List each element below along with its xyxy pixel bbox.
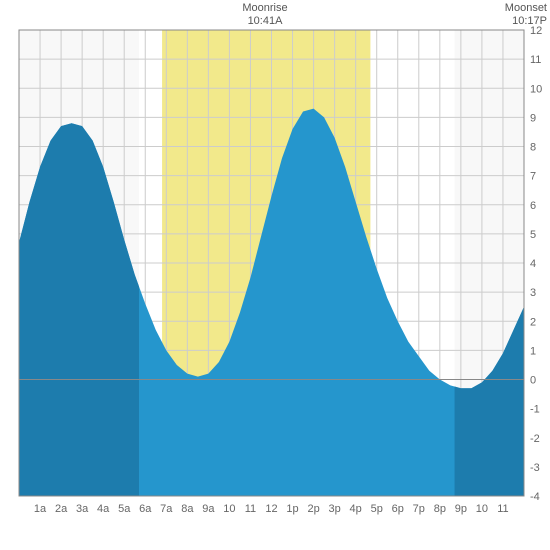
- y-tick-label: 5: [530, 229, 536, 241]
- y-tick-label: 0: [530, 375, 536, 387]
- x-tick-label: 7p: [413, 503, 425, 515]
- y-tick-label: 6: [530, 200, 536, 212]
- y-tick-label: 8: [530, 142, 536, 154]
- y-tick-label: -2: [530, 433, 540, 445]
- moonset-time: 10:17P: [487, 15, 547, 27]
- y-tick-label: -1: [530, 404, 540, 416]
- x-tick-label: 12: [265, 503, 277, 515]
- x-tick-label: 7a: [160, 503, 173, 515]
- x-tick-label: 2p: [307, 503, 319, 515]
- chart-svg: -4-3-2-101234567891011121a2a3a4a5a6a7a8a…: [0, 0, 550, 550]
- x-tick-label: 6p: [392, 503, 404, 515]
- x-tick-label: 5a: [118, 503, 131, 515]
- x-tick-label: 3p: [329, 503, 341, 515]
- x-tick-label: 1p: [286, 503, 298, 515]
- x-tick-label: 4a: [97, 503, 110, 515]
- y-tick-label: -3: [530, 462, 540, 474]
- x-tick-label: 5p: [371, 503, 383, 515]
- y-tick-label: 11: [530, 54, 541, 66]
- y-tick-label: 1: [530, 345, 536, 357]
- y-tick-label: 9: [530, 112, 536, 124]
- moonset-label: Moonset: [487, 2, 547, 14]
- x-tick-label: 9a: [202, 503, 215, 515]
- y-tick-label: -4: [530, 491, 540, 503]
- x-tick-label: 4p: [350, 503, 362, 515]
- y-tick-label: 2: [530, 316, 536, 328]
- x-tick-label: 9p: [455, 503, 467, 515]
- x-tick-label: 8p: [434, 503, 446, 515]
- x-tick-label: 8a: [181, 503, 194, 515]
- y-tick-label: 10: [530, 83, 542, 95]
- x-tick-label: 10: [476, 503, 488, 515]
- moonrise-label: Moonrise: [225, 2, 305, 14]
- tide-chart: -4-3-2-101234567891011121a2a3a4a5a6a7a8a…: [0, 0, 550, 550]
- x-tick-label: 10: [223, 503, 235, 515]
- x-tick-label: 11: [497, 503, 508, 515]
- y-tick-label: 7: [530, 171, 536, 183]
- x-tick-label: 6a: [139, 503, 152, 515]
- x-tick-label: 11: [245, 503, 256, 515]
- x-tick-label: 1a: [34, 503, 47, 515]
- y-tick-label: 3: [530, 287, 536, 299]
- moonrise-time: 10:41A: [225, 15, 305, 27]
- y-tick-label: 4: [530, 258, 536, 270]
- x-tick-label: 2a: [55, 503, 68, 515]
- x-tick-label: 3a: [76, 503, 89, 515]
